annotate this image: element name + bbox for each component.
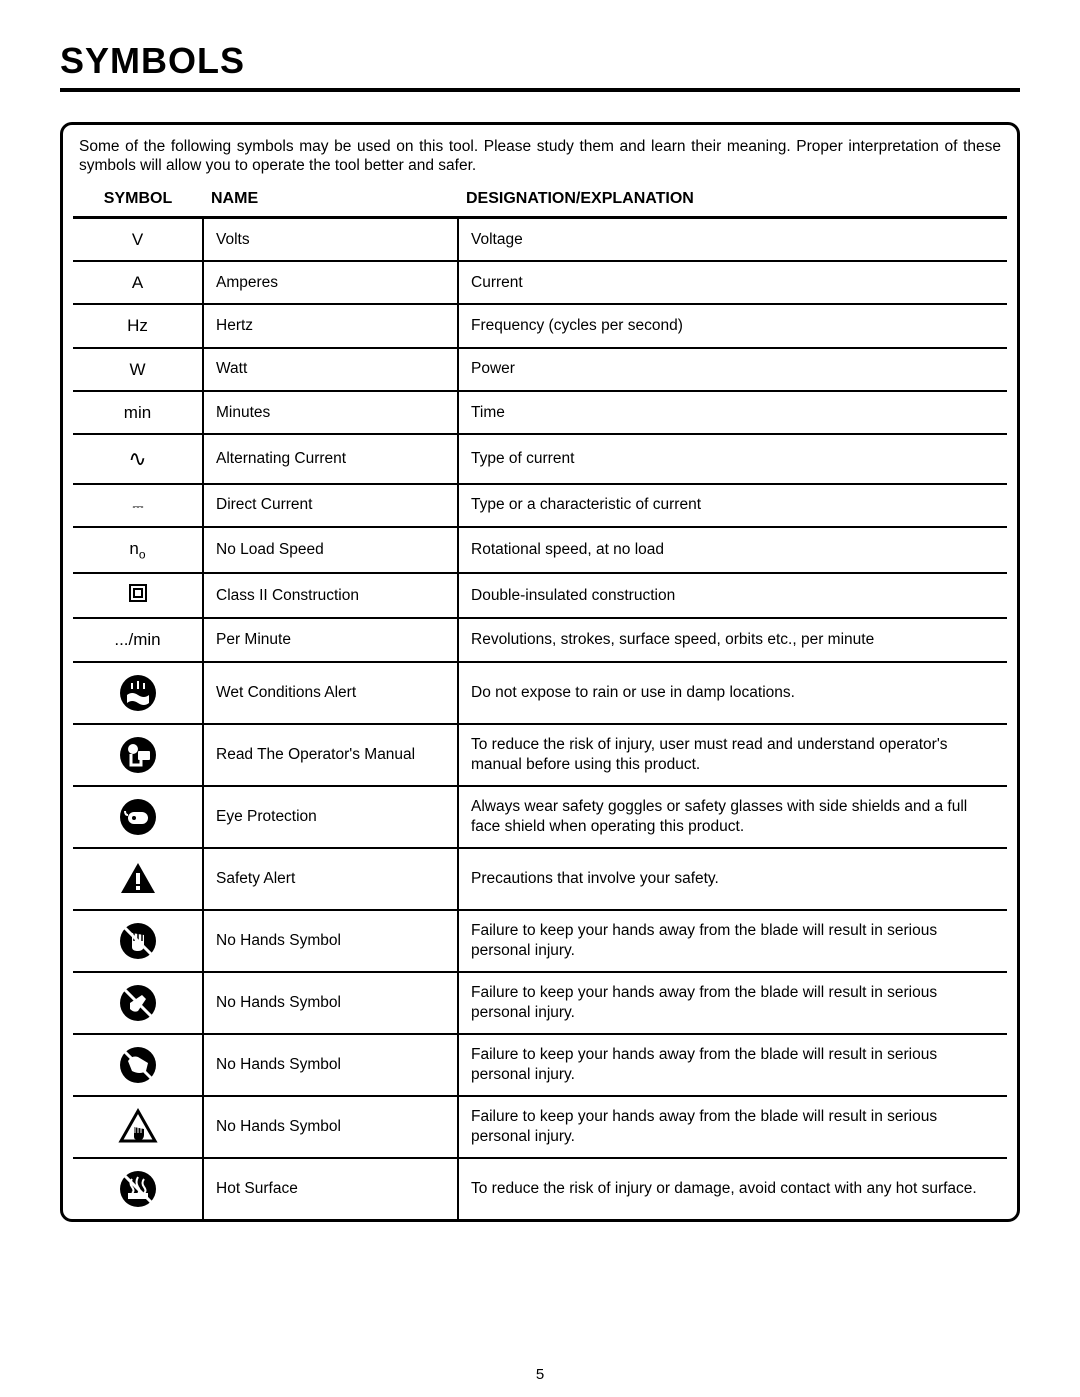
wet-icon (118, 682, 158, 701)
hot-icon (118, 1178, 158, 1197)
name-cell: Amperes (203, 261, 458, 304)
symbol-cell: no (73, 527, 203, 573)
desc-cell: Frequency (cycles per second) (458, 304, 1007, 347)
symbol-cell: A (73, 261, 203, 304)
name-cell: Direct Current (203, 484, 458, 527)
name-cell: Hot Surface (203, 1158, 458, 1219)
table-row: HzHertzFrequency (cycles per second) (73, 304, 1007, 347)
col-desc: DESIGNATION/EXPLANATION (458, 186, 1007, 218)
desc-cell: Failure to keep your hands away from the… (458, 1096, 1007, 1158)
col-symbol: SYMBOL (73, 186, 203, 218)
desc-cell: Always wear safety goggles or safety gla… (458, 786, 1007, 848)
table-row: VVoltsVoltage (73, 217, 1007, 261)
symbol-cell: ∿ (73, 434, 203, 484)
name-cell: Volts (203, 217, 458, 261)
name-cell: Per Minute (203, 618, 458, 661)
symbol-cell (73, 1034, 203, 1096)
name-cell: No Hands Symbol (203, 972, 458, 1034)
table-row: WWattPower (73, 348, 1007, 391)
symbol-cell (73, 1096, 203, 1158)
desc-cell: Double-insulated construction (458, 573, 1007, 618)
table-row: Read The Operator's ManualTo reduce the … (73, 724, 1007, 786)
symbol-cell (73, 910, 203, 972)
table-row: Hot SurfaceTo reduce the risk of injury … (73, 1158, 1007, 1219)
table-row: Wet Conditions AlertDo not expose to rai… (73, 662, 1007, 724)
table-row: Class II ConstructionDouble-insulated co… (73, 573, 1007, 618)
table-header-row: SYMBOL NAME DESIGNATION/EXPLANATION (73, 186, 1007, 218)
desc-cell: Do not expose to rain or use in damp loc… (458, 662, 1007, 724)
name-cell: Read The Operator's Manual (203, 724, 458, 786)
symbol-cell: W (73, 348, 203, 391)
dc-icon: ⎓ (132, 498, 142, 514)
readmanual-icon (118, 744, 158, 763)
nohand4-icon (118, 1116, 158, 1135)
alert-icon (118, 868, 158, 887)
table-row: Safety AlertPrecautions that involve you… (73, 848, 1007, 910)
name-cell: No Hands Symbol (203, 1034, 458, 1096)
symbol-cell (73, 848, 203, 910)
symbol-cell (73, 1158, 203, 1219)
symbols-box: Some of the following symbols may be use… (60, 122, 1020, 1222)
name-cell: Class II Construction (203, 573, 458, 618)
name-cell: Eye Protection (203, 786, 458, 848)
table-row: ⎓ Direct CurrentType or a characteristic … (73, 484, 1007, 527)
desc-cell: Failure to keep your hands away from the… (458, 910, 1007, 972)
desc-cell: Failure to keep your hands away from the… (458, 1034, 1007, 1096)
desc-cell: To reduce the risk of injury, user must … (458, 724, 1007, 786)
table-row: No Hands SymbolFailure to keep your hand… (73, 1034, 1007, 1096)
table-row: No Hands SymbolFailure to keep your hand… (73, 910, 1007, 972)
name-cell: No Load Speed (203, 527, 458, 573)
symbol-cell (73, 662, 203, 724)
symbol-cell (73, 972, 203, 1034)
name-cell: Hertz (203, 304, 458, 347)
symbol-cell: ⎓ (73, 484, 203, 527)
name-cell: No Hands Symbol (203, 1096, 458, 1158)
page-title: Symbols (60, 40, 1020, 92)
class2-icon (129, 584, 147, 602)
table-row: noNo Load SpeedRotational speed, at no l… (73, 527, 1007, 573)
desc-cell: Precautions that involve your safety. (458, 848, 1007, 910)
symbol-cell (73, 786, 203, 848)
nohand3-icon (118, 1054, 158, 1073)
symbols-table: SYMBOL NAME DESIGNATION/EXPLANATION VVol… (73, 186, 1007, 1219)
desc-cell: Rotational speed, at no load (458, 527, 1007, 573)
eyes-icon (118, 806, 158, 825)
symbol-cell (73, 573, 203, 618)
table-row: .../minPer MinuteRevolutions, strokes, s… (73, 618, 1007, 661)
desc-cell: Type or a characteristic of current (458, 484, 1007, 527)
col-name: NAME (203, 186, 458, 218)
symbol-cell (73, 724, 203, 786)
desc-cell: Revolutions, strokes, surface speed, orb… (458, 618, 1007, 661)
desc-cell: Current (458, 261, 1007, 304)
name-cell: No Hands Symbol (203, 910, 458, 972)
desc-cell: Power (458, 348, 1007, 391)
name-cell: Watt (203, 348, 458, 391)
table-row: AAmperesCurrent (73, 261, 1007, 304)
table-row: No Hands SymbolFailure to keep your hand… (73, 1096, 1007, 1158)
desc-cell: Failure to keep your hands away from the… (458, 972, 1007, 1034)
symbol-cell: V (73, 217, 203, 261)
desc-cell: Time (458, 391, 1007, 434)
name-cell: Alternating Current (203, 434, 458, 484)
table-row: No Hands SymbolFailure to keep your hand… (73, 972, 1007, 1034)
symbol-cell: min (73, 391, 203, 434)
ac-icon: ∿ (128, 446, 146, 471)
page-number: 5 (0, 1366, 1080, 1383)
table-row: ∿ Alternating CurrentType of current (73, 434, 1007, 484)
table-row: minMinutesTime (73, 391, 1007, 434)
name-cell: Safety Alert (203, 848, 458, 910)
desc-cell: Type of current (458, 434, 1007, 484)
table-row: Eye ProtectionAlways wear safety goggles… (73, 786, 1007, 848)
intro-text: Some of the following symbols may be use… (73, 137, 1007, 186)
name-cell: Minutes (203, 391, 458, 434)
symbol-cell: Hz (73, 304, 203, 347)
nohand1-icon (118, 930, 158, 949)
desc-cell: Voltage (458, 217, 1007, 261)
symbol-cell: .../min (73, 618, 203, 661)
desc-cell: To reduce the risk of injury or damage, … (458, 1158, 1007, 1219)
nohand2-icon (118, 992, 158, 1011)
name-cell: Wet Conditions Alert (203, 662, 458, 724)
